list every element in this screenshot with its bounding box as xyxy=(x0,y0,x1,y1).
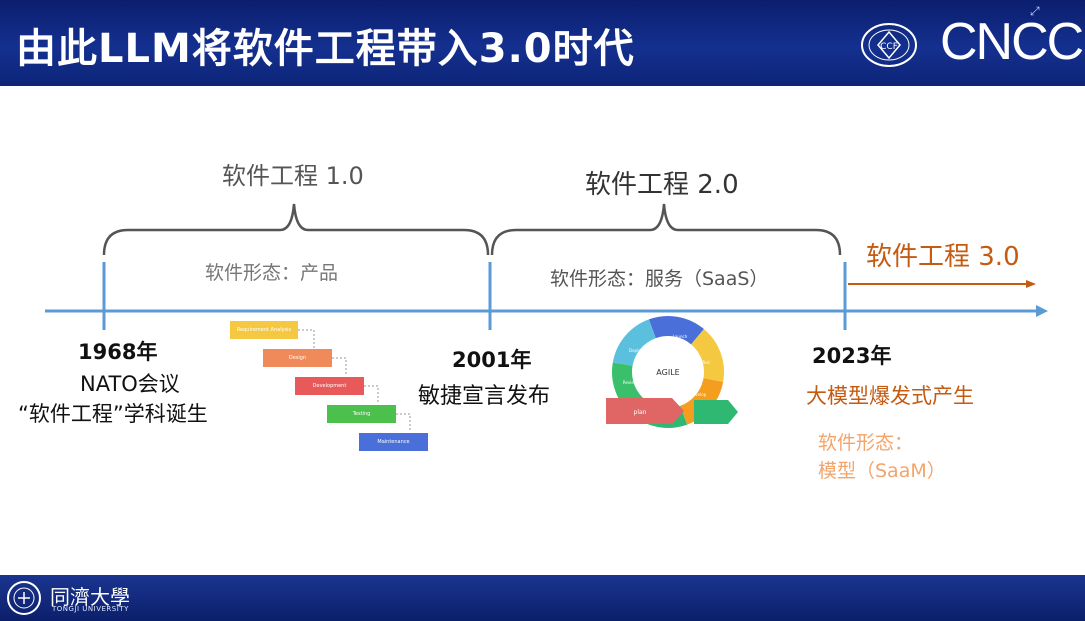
milestone-1968-line1: NATO会议 xyxy=(80,372,180,396)
agile-segment-label: Review xyxy=(623,380,638,385)
brace-se2 xyxy=(490,203,842,256)
agile-segment-label: Develop xyxy=(690,392,707,397)
era-se1-form: 软件形态：产品 xyxy=(205,262,339,284)
waterfall-connectors xyxy=(298,329,411,432)
ccf-seal-icon: CCF xyxy=(861,23,917,67)
milestone-2001-year: 2001年 xyxy=(452,348,532,372)
footer-bar xyxy=(0,575,1085,621)
tongji-emblem-icon xyxy=(7,581,41,615)
milestone-2023-year: 2023年 xyxy=(812,344,892,368)
fullscreen-icon[interactable]: ⤢ xyxy=(1030,4,1040,18)
agile-segment-label: Launch xyxy=(673,334,688,339)
brace-se1 xyxy=(102,203,490,256)
agile-center-label: AGILE xyxy=(656,368,679,377)
milestone-2001-line1: 敏捷宣言发布 xyxy=(418,384,551,409)
agile-segment-label: Deploy xyxy=(629,348,644,353)
waterfall-step: Development xyxy=(295,377,364,395)
era-se3-label: 软件工程 3.0 xyxy=(866,242,1020,272)
waterfall-step: Requirement Analysis xyxy=(230,321,298,339)
milestone-1968-line2: “软件工程”学科诞生 xyxy=(18,402,208,426)
slide-title: 由此LLM将软件工程带入3.0时代 xyxy=(16,26,635,72)
milestone-2023-line1: 大模型爆发式产生 xyxy=(806,384,974,408)
era-se2-form: 软件形态：服务（SaaS） xyxy=(550,268,769,290)
agile-segment-label: Test xyxy=(701,360,710,365)
milestone-2023-form-line2: 模型（SaaM） xyxy=(818,460,946,482)
cncc-logo: CNCC xyxy=(940,13,1084,71)
milestone-1968-year: 1968年 xyxy=(78,340,158,364)
university-name-en: TONGJI UNIVERSITY xyxy=(52,605,129,613)
waterfall-step: Testing xyxy=(327,405,396,423)
agile-plan-arrow xyxy=(606,398,684,424)
waterfall-step: Maintenance xyxy=(359,433,428,451)
agile-deploy-arrow xyxy=(694,400,738,424)
svg-text:CCF: CCF xyxy=(880,42,898,52)
waterfall-step: Design xyxy=(263,349,332,367)
university-name: 同濟大學 xyxy=(50,585,130,609)
timeline-arrowhead xyxy=(1036,305,1048,317)
header-bar xyxy=(0,0,1085,86)
era-se1-label: 软件工程 1.0 xyxy=(222,162,364,190)
agile-plan-label: plan xyxy=(634,409,647,416)
se3-arrowhead xyxy=(1026,280,1036,288)
era-se2-label: 软件工程 2.0 xyxy=(585,170,739,200)
milestone-2023-form-line1: 软件形态： xyxy=(818,432,914,454)
